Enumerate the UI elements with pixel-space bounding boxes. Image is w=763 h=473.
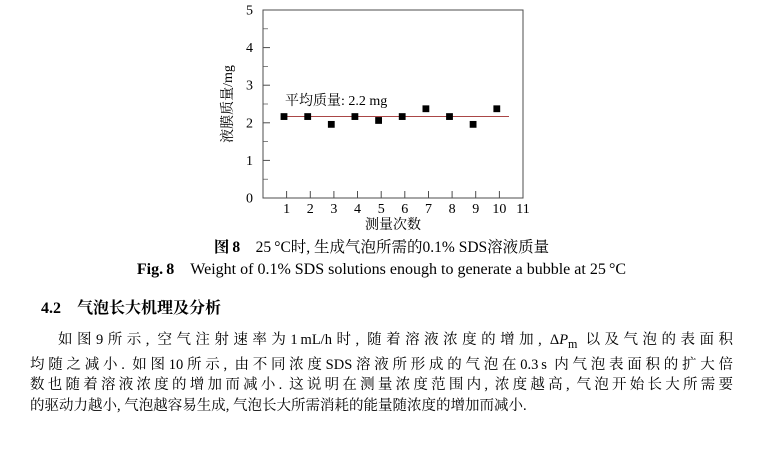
svg-text:1: 1 bbox=[246, 154, 253, 169]
svg-text:6: 6 bbox=[401, 202, 408, 217]
svg-text:3: 3 bbox=[246, 79, 253, 94]
svg-text:1: 1 bbox=[283, 202, 290, 217]
svg-text:7: 7 bbox=[425, 202, 432, 217]
svg-text:11: 11 bbox=[516, 202, 529, 217]
svg-text:2: 2 bbox=[307, 202, 314, 217]
svg-text:10: 10 bbox=[492, 202, 506, 217]
svg-text:液膜质量/mg: 液膜质量/mg bbox=[219, 65, 236, 143]
svg-text:3: 3 bbox=[330, 202, 337, 217]
svg-text:4: 4 bbox=[354, 202, 361, 217]
svg-text:0: 0 bbox=[246, 192, 253, 207]
svg-text:8: 8 bbox=[449, 202, 456, 217]
svg-text:5: 5 bbox=[378, 202, 385, 217]
svg-text:9: 9 bbox=[472, 202, 479, 217]
svg-text:测量次数: 测量次数 bbox=[365, 216, 421, 233]
svg-text:4: 4 bbox=[246, 41, 253, 56]
svg-text:平均质量: 2.2 mg: 平均质量: 2.2 mg bbox=[285, 93, 387, 109]
svg-text:5: 5 bbox=[246, 4, 253, 19]
svg-text:2: 2 bbox=[246, 116, 253, 131]
